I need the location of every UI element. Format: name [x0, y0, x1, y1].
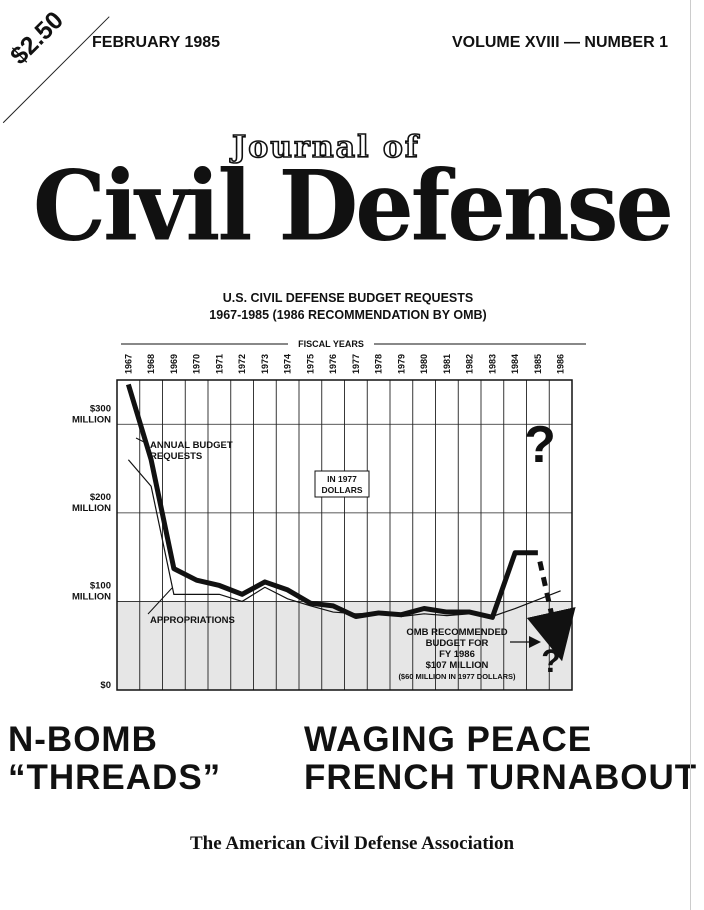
x-tick-label: 1986 [556, 354, 566, 374]
x-tick-label: 1984 [510, 354, 520, 374]
units-note-line: DOLLARS [321, 485, 362, 495]
publisher-footer: The American Civil Defense Association [189, 833, 515, 854]
page-edge-rule [690, 0, 691, 910]
x-tick-label: 1974 [283, 354, 293, 374]
headline-waging-peace: WAGING PEACE [304, 720, 593, 759]
series-line-budget-requests [125, 383, 538, 620]
budget-chart: $0$100MILLION$200MILLION$300MILLIONFISCA… [72, 337, 586, 691]
projection-dashed-arrow [526, 561, 576, 662]
series-label-appropriations: APPROPRIATIONS [150, 615, 235, 626]
y-tick-label: $100 [90, 580, 111, 591]
x-tick-label: 1981 [442, 354, 452, 374]
chart-subtitle: 1967-1985 (1986 RECOMMENDATION BY OMB) [209, 308, 487, 322]
omb-note-line: ($60 MILLION IN 1977 DOLLARS) [398, 672, 516, 681]
x-tick-label: 1971 [214, 354, 224, 374]
x-tick-label: 1982 [465, 354, 475, 374]
headline-threads: “THREADS” [8, 758, 222, 797]
y-tick-label: $0 [100, 680, 111, 691]
series-label-budget-requests: ANNUAL BUDGET [150, 440, 233, 451]
omb-note-line: FY 1986 [439, 649, 475, 660]
x-tick-label: 1983 [487, 354, 497, 374]
x-tick-label: 1975 [305, 354, 315, 374]
series-label-budget-requests-line2: REQUESTS [150, 451, 202, 462]
y-tick-label: MILLION [72, 503, 111, 514]
x-tick-label: 1973 [260, 354, 270, 374]
omb-note-line: OMB RECOMMENDED [406, 627, 507, 638]
x-tick-label: 1985 [533, 354, 543, 374]
y-tick-label: $200 [90, 492, 111, 503]
y-tick-label: MILLION [72, 414, 111, 425]
issue-volume: VOLUME XVIII — NUMBER 1 [451, 34, 668, 51]
units-note-box [314, 470, 370, 498]
y-tick-label: MILLION [72, 591, 111, 602]
x-tick-label: 1976 [328, 354, 338, 374]
unknown-future-mark-low: ? [541, 643, 561, 679]
masthead-journal-of: Journal of [231, 129, 420, 166]
chart-title: U.S. CIVIL DEFENSE BUDGET REQUESTS [222, 291, 474, 305]
fiscal-years-label-bg [288, 337, 374, 350]
units-note-line: IN 1977 [327, 474, 357, 484]
x-tick-label: 1972 [237, 354, 247, 374]
x-tick-label: 1969 [169, 354, 179, 374]
headline-french-turnabout: FRENCH TURNABOUT [304, 758, 698, 797]
x-tick-label: 1977 [351, 354, 361, 374]
issue-date: FEBRUARY 1985 [92, 34, 221, 51]
x-tick-label: 1978 [374, 354, 384, 374]
masthead-title: Civil Defense [32, 149, 674, 263]
x-axis-title: FISCAL YEARS [298, 339, 364, 349]
x-tick-label: 1979 [396, 354, 406, 374]
plot-frame [116, 379, 573, 691]
x-tick-label: 1967 [123, 354, 133, 374]
omb-note-line: $107 MILLION [426, 660, 489, 671]
unknown-future-mark: ? [524, 416, 556, 474]
x-tick-label: 1980 [419, 354, 429, 374]
x-tick-label: 1970 [192, 354, 202, 374]
y-tick-label: $300 [90, 403, 111, 414]
x-tick-label: 1968 [146, 354, 156, 374]
chart-title-block: U.S. CIVIL DEFENSE BUDGET REQUESTS 1967-… [168, 290, 528, 324]
leader-line-requests [135, 437, 149, 445]
headline-n-bomb: N-BOMB [8, 720, 158, 759]
leader-line-appropriations [147, 587, 173, 615]
omb-note-line: BUDGET FOR [426, 638, 489, 649]
